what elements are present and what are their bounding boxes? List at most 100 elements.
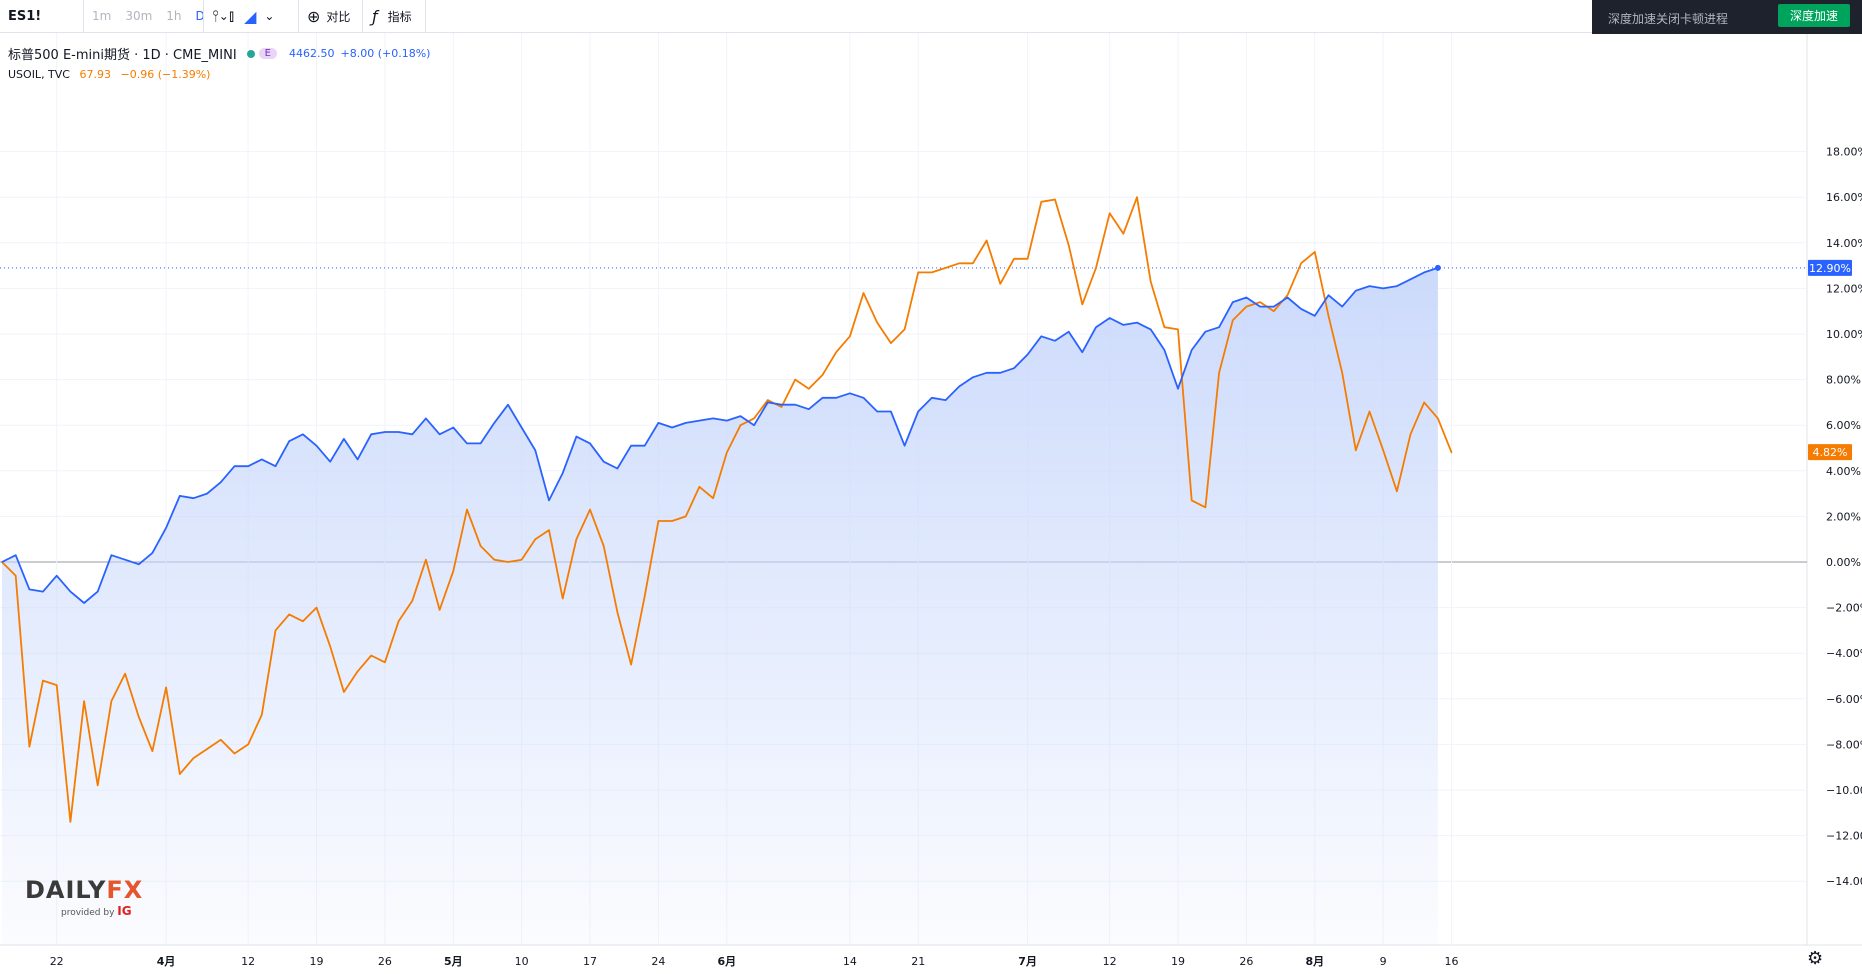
usoil-series-line-point	[507, 561, 509, 563]
es-series-line-point	[1040, 335, 1042, 337]
indicators-button[interactable]: ƒ 指标	[372, 0, 412, 32]
usoil-series-line-point	[657, 520, 660, 522]
x-tick-label: 17	[583, 955, 597, 968]
es-series-line-point	[1355, 290, 1357, 292]
es-series-line-point	[1136, 322, 1138, 324]
usoil-series-line-point	[206, 748, 208, 750]
usoil-series-line-point	[972, 262, 974, 264]
es-series-line-point	[425, 417, 427, 419]
usoil-series-line-point	[1259, 301, 1261, 303]
usoil-series-line-point	[1437, 417, 1439, 419]
usoil-series-line-point	[1122, 233, 1124, 235]
main-series-legend: 标普500 E-mini期货 · 1D · CME_MINI E 4462.50…	[8, 44, 430, 63]
es-series-line-point	[1081, 351, 1083, 353]
x-tick-label: 4月	[157, 955, 176, 968]
usoil-series-line-point	[97, 784, 99, 787]
area-icon[interactable]: ◢	[244, 6, 257, 26]
logo-ig: IG	[117, 904, 132, 918]
interval-1h[interactable]: 1h	[166, 9, 182, 23]
divider	[83, 0, 84, 32]
es-series-line-point	[1204, 331, 1206, 333]
es-series-line-point	[1341, 306, 1343, 308]
es-series-line-point	[124, 559, 126, 561]
es-series-line-point	[917, 410, 919, 413]
chevron-down-icon[interactable]: ⌄	[264, 9, 275, 23]
compare-series-legend: USOIL, TVC 67.93 −0.96 (−1.39%)	[8, 68, 210, 81]
x-tick-label: 6月	[717, 955, 736, 968]
usoil-series-line-point	[302, 620, 304, 622]
bar-style-icon[interactable]: ⫯	[212, 6, 219, 25]
es-series-line-point	[753, 424, 755, 426]
interval-d[interactable]: D	[195, 9, 205, 23]
es-series-line-point	[1163, 349, 1165, 351]
interval-1m[interactable]: 1m	[92, 9, 112, 23]
logo-brand-right: FX	[106, 876, 144, 904]
usoil-series-line-point	[15, 575, 17, 577]
compare-button[interactable]: ⊕ 对比	[307, 0, 350, 32]
x-tick-label: 19	[1171, 955, 1185, 968]
es-series-line-point	[1396, 285, 1398, 287]
accelerate-button[interactable]: 深度加速	[1777, 4, 1850, 27]
usoil-series-line-point	[1245, 306, 1247, 308]
symbol-search[interactable]: ES1!	[8, 8, 42, 24]
usoil-series-line-point	[945, 267, 947, 269]
usoil-series-line-point	[1013, 258, 1015, 260]
usoil-series-line-point	[480, 545, 482, 547]
usoil-series-line-point	[999, 283, 1001, 285]
es-series-line-point	[15, 554, 17, 556]
es-series-line-point	[261, 458, 263, 460]
y-tick-label: −8.00%	[1826, 738, 1862, 751]
es-series-line-point	[849, 392, 851, 394]
usoil-series-line-point	[425, 559, 427, 561]
interval-30m[interactable]: 30m	[125, 9, 153, 23]
usoil-series-line-point	[274, 629, 277, 632]
usoil-series-line-point	[616, 611, 619, 613]
es-series-line-point	[302, 433, 304, 435]
es-series-line-point	[1027, 353, 1029, 356]
usoil-series-line-point	[1095, 267, 1097, 269]
es-series-line-point	[398, 431, 400, 433]
divider	[203, 0, 204, 32]
es-series-line-point	[862, 397, 865, 399]
usoil-series-line-point	[233, 752, 236, 755]
es-series-line-point	[179, 495, 181, 497]
main-series-title[interactable]: 标普500 E-mini期货 · 1D · CME_MINI	[8, 48, 237, 63]
usoil-series-line[interactable]	[1, 196, 1453, 823]
compare-series-title[interactable]: USOIL, TVC	[8, 68, 70, 81]
usoil-series-line-point	[767, 399, 769, 401]
usoil-series-line-point	[28, 746, 30, 748]
usoil-series-line-point	[1232, 319, 1234, 321]
usoil-series-line-point	[1, 561, 3, 563]
earnings-badge[interactable]: E	[258, 48, 277, 59]
y-tick-label: −10.00%	[1826, 784, 1862, 797]
usoil-series-line-point	[849, 335, 851, 337]
es-series-line-point	[1437, 267, 1439, 269]
x-tick-label: 21	[911, 955, 925, 968]
x-tick-label: 7月	[1018, 955, 1037, 968]
es-series-line[interactable]	[1, 267, 1439, 604]
chevron-down-icon[interactable]: ⌄	[218, 9, 229, 23]
es-series-line-point	[466, 442, 468, 444]
usoil-series-line-point	[835, 351, 837, 353]
usoil-series-line-point	[83, 700, 85, 702]
usoil-series-line-point	[220, 739, 222, 741]
x-tick-label: 9	[1380, 955, 1387, 968]
es-series-line-point	[972, 376, 974, 378]
es-series-line-point	[685, 422, 687, 424]
usoil-series-line-point	[370, 654, 372, 657]
es-series-line-point	[1150, 328, 1152, 330]
es-series-line-point	[370, 433, 372, 435]
es-series-line-point	[931, 397, 933, 399]
usoil-series-line-point	[439, 609, 441, 611]
last-value-badge	[1808, 259, 1852, 276]
usoil-series-line-point	[562, 597, 564, 600]
notice-text: 深度加速关闭卡顿进程	[1608, 12, 1729, 26]
compare-series-change: −0.96 (−1.39%)	[120, 68, 211, 81]
candle-icon[interactable]: ⫾	[228, 6, 235, 25]
es-series-line-point	[83, 602, 85, 604]
divider	[425, 0, 426, 32]
es-series-line-point	[507, 404, 509, 406]
usoil-series-line-point	[1068, 244, 1070, 246]
gear-icon[interactable]: ⚙	[1807, 948, 1824, 969]
